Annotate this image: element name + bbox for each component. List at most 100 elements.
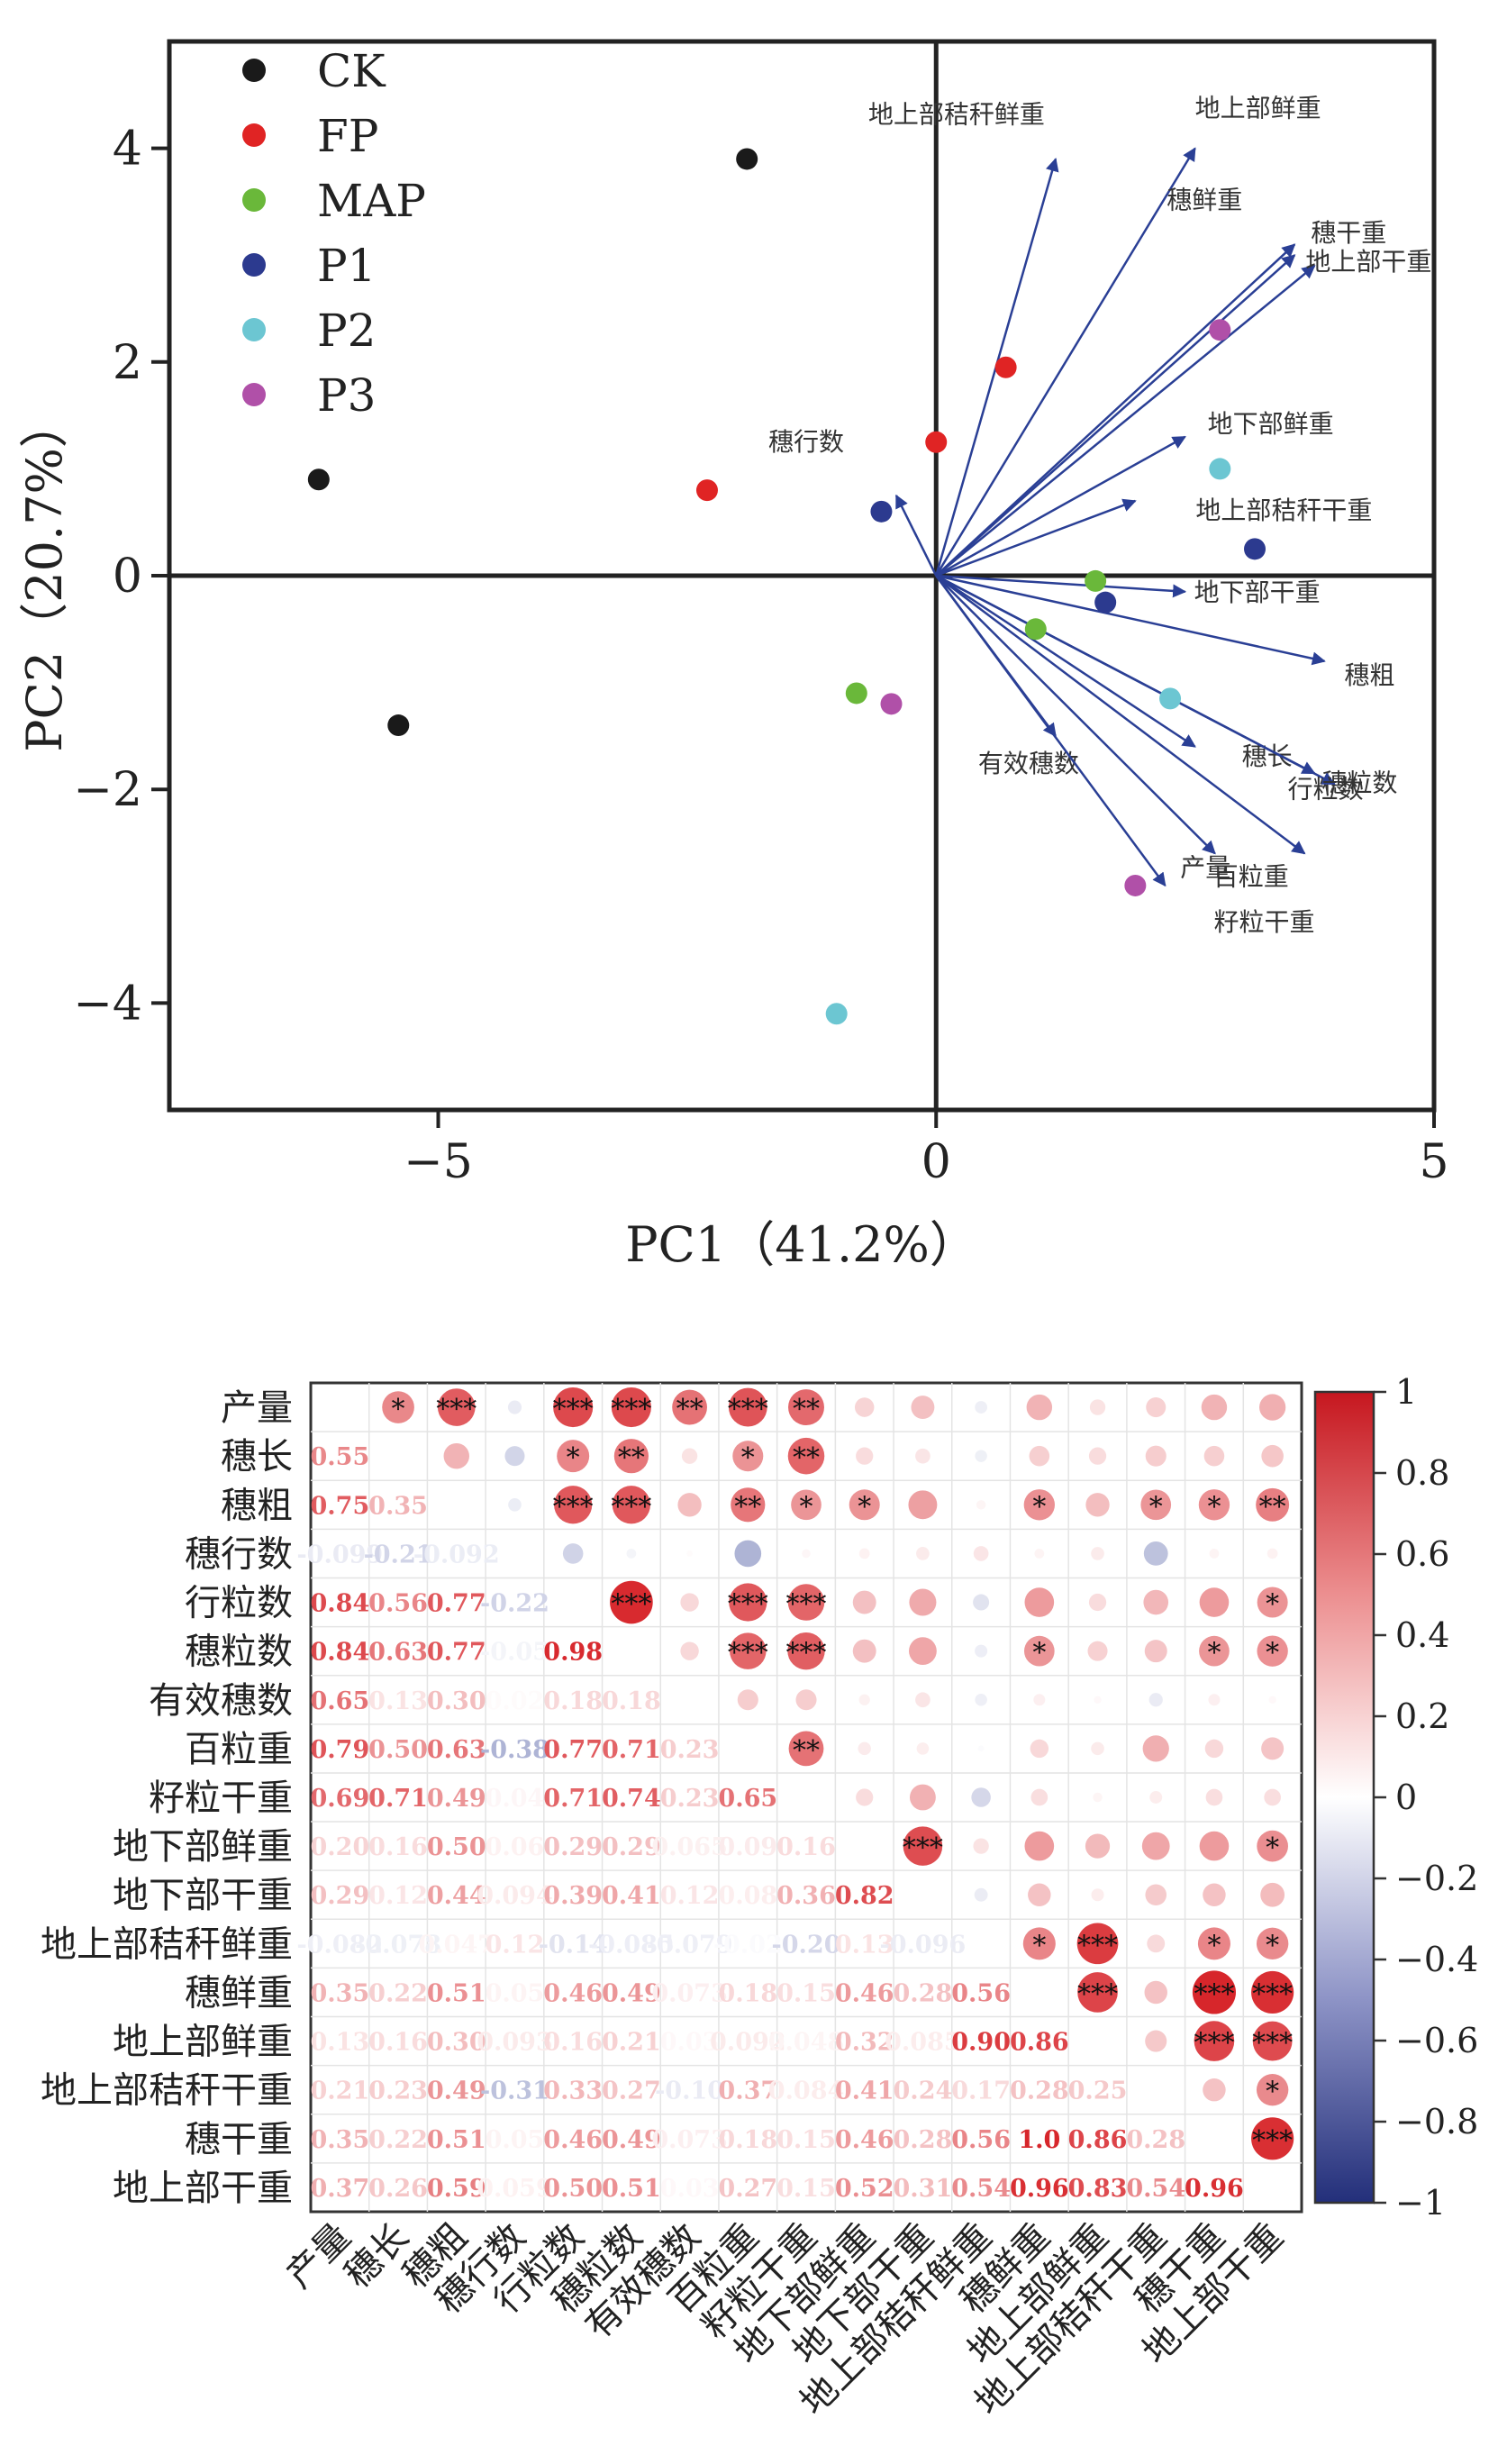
correlation-circle [1144, 1640, 1167, 1663]
loading-label: 地上部干重 [1305, 247, 1431, 277]
correlation-circle [1203, 2078, 1226, 2102]
correlation-circle [1033, 1694, 1046, 1706]
correlation-value: 0.22 [368, 1979, 428, 2007]
correlation-circle [1201, 1394, 1228, 1421]
correlation-value: 0.12 [486, 1931, 545, 1959]
correlation-circle [1094, 1696, 1102, 1704]
correlation-value: 0.084 [768, 2078, 845, 2105]
significance-stars: *** [553, 1394, 594, 1425]
colorbar-tick-label: 0.8 [1395, 1453, 1449, 1493]
correlation-value: 0.39 [543, 1882, 603, 1910]
correlation-circle [915, 1692, 931, 1708]
data-point-fp [994, 356, 1017, 378]
correlation-value: 0.093 [477, 2029, 553, 2057]
correlation-value: 0.50 [427, 1833, 486, 1861]
correlation-value: 0.27 [602, 2078, 661, 2105]
correlation-value: 0.54 [1126, 2175, 1185, 2203]
correlation-circle [681, 1448, 698, 1464]
correlation-circle [1028, 1883, 1051, 1906]
correlation-value: 0.32 [835, 2029, 894, 2057]
data-point-map [1024, 618, 1047, 641]
correlation-circle [1091, 1741, 1104, 1756]
correlation-circle [791, 1489, 822, 1521]
correlation-circle [1197, 1927, 1230, 1960]
correlation-value: 0.12 [660, 1882, 720, 1910]
significance-stars: *** [728, 1394, 768, 1425]
correlation-value: 0.63 [368, 1639, 428, 1667]
correlation-value: 0.21 [310, 2078, 369, 2105]
data-point-p2 [1159, 687, 1182, 710]
correlation-circle [1256, 1487, 1290, 1522]
significance-stars: *** [611, 1589, 651, 1621]
significance-stars: *** [786, 1589, 827, 1621]
legend-marker [242, 188, 266, 212]
correlation-value: 0.79 [310, 1736, 369, 1764]
correlation-circle [1023, 1635, 1055, 1667]
correlation-value: 0.77 [427, 1590, 486, 1618]
correlation-value: 0.41 [835, 2078, 894, 2105]
correlation-circle [975, 1450, 987, 1462]
correlation-value: 0.56 [368, 1590, 428, 1618]
correlation-value: -0.10 [655, 2078, 724, 2105]
correlation-circle [677, 1493, 702, 1517]
correlation-value: 0.073 [651, 2126, 728, 2154]
correlation-circle [443, 1442, 469, 1469]
correlation-circle [1140, 1489, 1172, 1521]
correlation-value: 0.96 [1010, 2175, 1069, 2203]
heatmap-frame [309, 1381, 1303, 2214]
correlation-value: 0.21 [602, 2029, 661, 2057]
correlation-value: 0.15 [776, 2175, 836, 2203]
correlation-circle [1085, 1493, 1110, 1517]
data-point-p2 [825, 1003, 848, 1025]
correlation-circle [1077, 1972, 1118, 2013]
y-tick-label: −4 [73, 977, 142, 1031]
correlation-circle [802, 1549, 811, 1559]
legend-marker [242, 123, 266, 147]
correlation-circle [1034, 1549, 1045, 1559]
correlation-value: 0.16 [543, 2029, 603, 2057]
significance-stars: ** [793, 1442, 820, 1474]
correlation-circle [1261, 1737, 1285, 1760]
correlation-value: 0.35 [310, 1979, 369, 2007]
correlation-circle [856, 1788, 874, 1806]
correlation-value: -0.31 [480, 2078, 549, 2105]
correlation-circle [1088, 1593, 1107, 1612]
loading-arrow [935, 575, 1167, 887]
correlation-circle [1149, 1791, 1163, 1804]
correlation-circle [1203, 1883, 1226, 1906]
correlation-value: 0.84 [310, 1590, 369, 1618]
row-label: 穗干重 [185, 2119, 293, 2160]
correlation-circle [909, 1637, 937, 1666]
correlation-circle [1192, 1970, 1236, 2014]
correlation-circle [731, 1487, 766, 1523]
correlation-value: 0.55 [310, 1443, 369, 1471]
correlation-value: -0.14 [539, 1931, 608, 1959]
correlation-value: 0.83 [1068, 2175, 1128, 2203]
loading-label: 有效穗数 [978, 749, 1079, 778]
correlation-circle [858, 1741, 871, 1756]
correlation-value: 0.04 [486, 1785, 545, 1813]
correlation-value: 0.49 [602, 1979, 661, 2007]
correlation-circle [729, 1583, 767, 1622]
correlation-value: 0.065 [651, 1833, 728, 1861]
correlation-circle [508, 1497, 522, 1512]
correlation-circle [1087, 1641, 1108, 1661]
correlation-value: -0.38 [480, 1736, 549, 1764]
loading-arrow [935, 574, 1196, 748]
correlation-value: 0.69 [310, 1785, 369, 1813]
correlation-value: 0.059 [477, 2175, 553, 2203]
legend-label: FP [317, 110, 378, 162]
significance-stars: ** [618, 1442, 645, 1474]
correlation-circle [1208, 1694, 1221, 1706]
correlation-circle [849, 1489, 880, 1521]
correlation-value: 0.51 [427, 2126, 486, 2154]
correlation-circle [1091, 1888, 1104, 1902]
colorbar-tick-label: 0.2 [1395, 1696, 1449, 1736]
correlation-value: 0.23 [660, 1736, 720, 1764]
correlation-value: 0.49 [427, 2078, 486, 2105]
loading-arrow [935, 574, 1336, 786]
correlation-circle [973, 1546, 989, 1561]
correlation-value: 0.30 [427, 2029, 486, 2057]
correlation-circle [1199, 1831, 1230, 1861]
